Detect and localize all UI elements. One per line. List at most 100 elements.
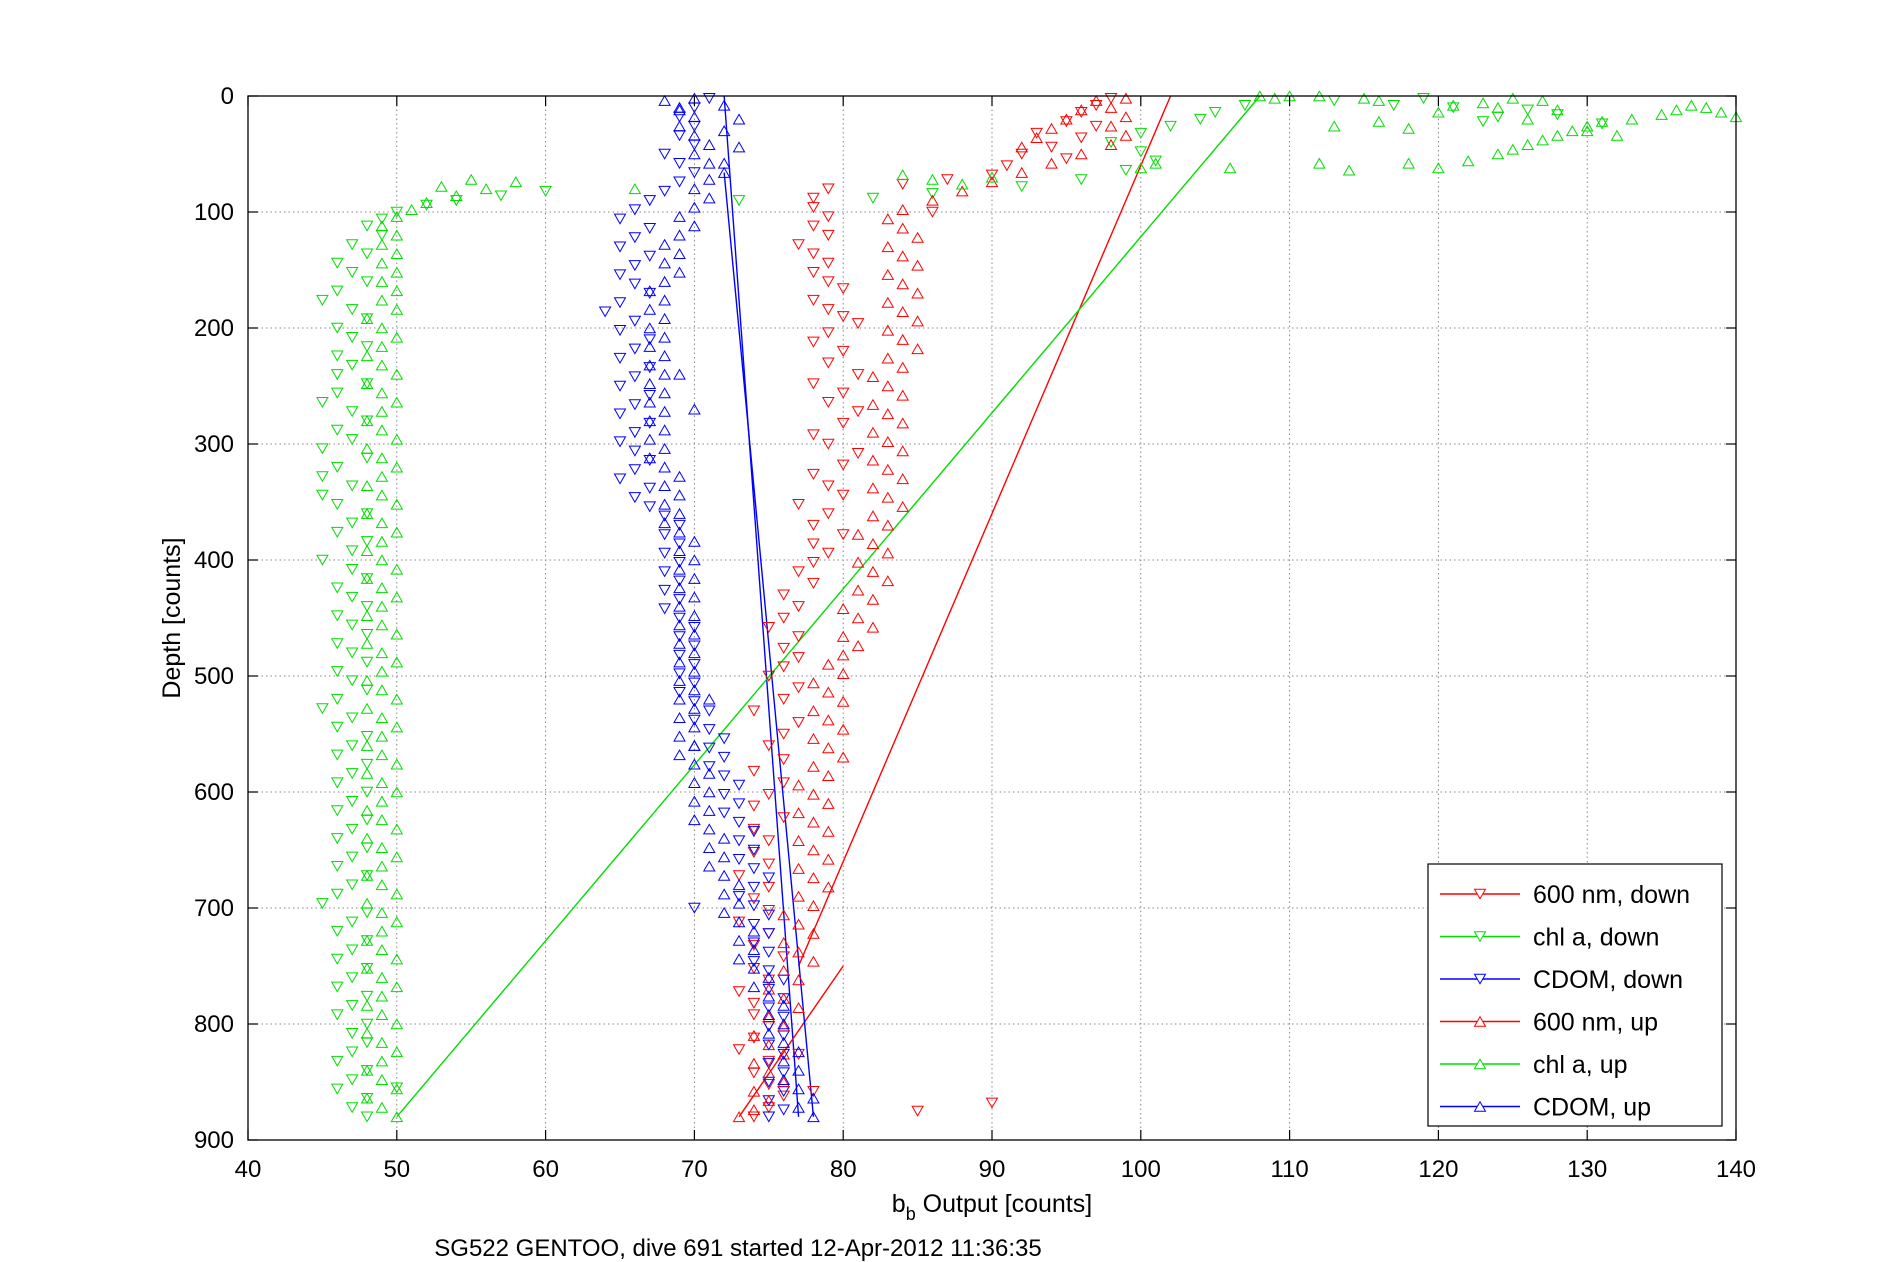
data-point-series-0 (747, 893, 761, 905)
data-point-series-3 (896, 389, 910, 401)
data-point-series-2 (628, 371, 642, 383)
data-point-series-5 (762, 1027, 776, 1039)
y-axis-label: Depth [counts] (158, 537, 186, 698)
data-point-series-5 (658, 517, 672, 529)
data-point-series-5 (688, 183, 701, 195)
data-point-series-0 (1030, 127, 1044, 139)
data-point-series-1 (360, 786, 374, 798)
data-point-series-4 (390, 396, 404, 408)
data-point-series-0 (807, 336, 820, 348)
data-point-series-5 (717, 125, 731, 137)
y-tick-label: 500 (194, 663, 234, 690)
data-point-series-3 (896, 417, 910, 429)
data-point-series-1 (345, 712, 359, 724)
data-point-series-4 (360, 377, 374, 389)
data-point-series-0 (777, 589, 791, 601)
data-point-series-4 (360, 999, 374, 1011)
data-point-series-2 (643, 454, 657, 467)
data-point-series-0 (777, 693, 791, 705)
data-point-series-2 (762, 872, 776, 884)
data-point-series-4 (1372, 115, 1386, 127)
data-point-series-0 (807, 577, 820, 589)
data-point-series-2 (643, 417, 657, 429)
data-point-series-1 (360, 601, 374, 613)
data-point-series-3 (866, 537, 880, 550)
data-point-series-4 (360, 832, 374, 844)
data-point-series-3 (821, 686, 835, 698)
data-point-series-4 (1536, 94, 1549, 106)
data-point-series-0 (792, 566, 805, 578)
data-point-series-1 (1387, 99, 1401, 112)
data-point-series-2 (658, 529, 672, 541)
data-point-series-5 (673, 101, 686, 113)
data-point-series-3 (747, 1104, 761, 1116)
data-point-series-2 (747, 826, 761, 838)
data-point-series-4 (375, 275, 389, 287)
data-point-series-4 (375, 1008, 389, 1021)
data-point-series-4 (390, 693, 404, 705)
data-point-series-3 (851, 612, 865, 624)
data-point-series-4 (1551, 104, 1564, 116)
data-point-series-5 (673, 582, 686, 594)
data-point-series-2 (628, 427, 642, 439)
data-point-series-4 (390, 229, 404, 241)
data-point-series-5 (643, 415, 657, 427)
data-point-series-5 (673, 104, 686, 116)
data-point-series-1 (316, 703, 329, 715)
data-point-series-2 (613, 436, 627, 448)
data-point-series-0 (851, 369, 865, 381)
data-point-series-2 (613, 297, 627, 309)
legend-entry-label: CDOM, down (1533, 966, 1683, 994)
data-point-series-2 (688, 902, 701, 914)
data-point-series-3 (836, 723, 850, 735)
data-point-series-4 (375, 517, 389, 529)
data-point-series-5 (717, 851, 731, 863)
data-point-series-5 (658, 312, 672, 325)
legend-swatch-marker (1473, 1058, 1487, 1070)
data-point-series-1 (345, 304, 359, 316)
data-point-series-5 (673, 544, 686, 557)
data-point-series-2 (747, 863, 761, 875)
data-point-series-5 (688, 148, 701, 160)
data-point-series-3 (1119, 111, 1133, 123)
data-point-series-2 (658, 148, 672, 160)
data-point-series-4 (375, 470, 389, 482)
data-point-series-1 (494, 190, 508, 202)
x-tick-label: 50 (383, 1156, 410, 1183)
data-point-series-2 (702, 705, 716, 717)
data-point-series-4 (405, 203, 419, 215)
data-point-series-5 (643, 377, 657, 389)
data-point-series-4 (390, 1018, 404, 1030)
data-point-series-0 (792, 682, 805, 694)
data-point-series-3 (911, 287, 924, 299)
data-point-series-4 (375, 906, 389, 918)
data-point-series-5 (688, 665, 701, 677)
data-point-series-0 (851, 406, 865, 418)
data-point-series-1 (316, 294, 329, 306)
data-point-series-5 (673, 637, 686, 649)
data-point-series-4 (360, 609, 374, 621)
data-point-series-3 (896, 361, 910, 373)
data-point-series-3 (866, 621, 880, 633)
data-point-series-1 (330, 461, 344, 473)
data-point-series-2 (688, 677, 701, 689)
data-point-series-4 (390, 888, 404, 900)
data-point-series-1 (330, 285, 344, 297)
data-point-series-5 (658, 387, 672, 399)
data-point-series-1 (330, 424, 344, 436)
data-point-series-3 (777, 1076, 791, 1088)
data-point-series-2 (613, 213, 627, 225)
data-point-series-0 (747, 705, 761, 717)
data-point-series-4 (375, 554, 389, 566)
y-tick-label: 600 (194, 779, 234, 806)
data-point-series-0 (807, 220, 820, 232)
data-point-series-4 (375, 619, 389, 631)
data-point-series-4 (360, 507, 374, 519)
data-point-series-3 (926, 194, 939, 206)
data-point-series-4 (1655, 108, 1668, 120)
data-point-series-1 (345, 480, 359, 492)
data-point-series-1 (1521, 104, 1535, 116)
data-point-series-0 (762, 1102, 776, 1114)
data-point-series-3 (762, 1011, 776, 1023)
